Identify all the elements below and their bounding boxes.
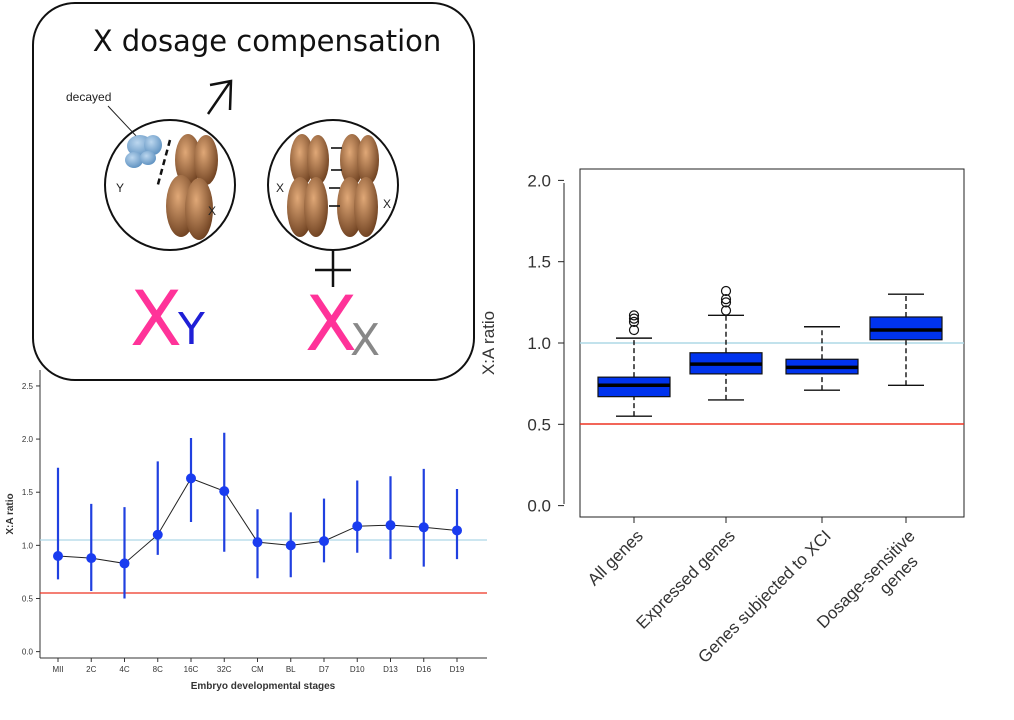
dosage-diagram: X dosage compensation decayed Y X: [32, 2, 475, 381]
data-point: [385, 520, 396, 531]
x-tick-label: Dosage-sensitivegenes: [813, 526, 933, 646]
female-left-x-chromosome-icon: [287, 134, 329, 237]
outlier-point: [720, 293, 732, 305]
x-tick-label: CM: [251, 665, 264, 674]
x-tick-label: 32C: [217, 665, 232, 674]
x-tick-label: 2C: [86, 665, 96, 674]
outlier-point: [628, 324, 640, 336]
y-tick-label: 1.5: [22, 488, 34, 497]
y-tick-label: 0.0: [527, 497, 551, 516]
x-axis-label: Embryo developmental stages: [191, 681, 336, 692]
y-tick-label: 1.5: [527, 253, 551, 272]
outlier-point: [628, 313, 640, 324]
y-tick-label: 1.0: [527, 334, 551, 353]
x-tick-label: MII: [52, 665, 63, 674]
male-x-chromosome-icon: [166, 134, 218, 240]
male-x-letter: X: [208, 204, 216, 218]
x-tick-label: 4C: [119, 665, 129, 674]
female-symbol-icon: [315, 250, 351, 287]
outlier-point: [720, 305, 732, 316]
data-point: [252, 537, 263, 548]
y-tick-label: 0.0: [22, 648, 34, 657]
female-left-x-letter: X: [276, 181, 284, 195]
x-tick-label: BL: [286, 665, 296, 674]
x-tick-label: All genes: [584, 526, 647, 589]
diagram-frame: [32, 2, 475, 381]
data-point: [352, 521, 363, 532]
box-group: [597, 310, 671, 417]
pairing-arrows: [329, 147, 342, 207]
y-tick-label: 2.0: [22, 435, 34, 444]
male-y-letter: Y: [116, 181, 124, 195]
data-point: [152, 529, 163, 540]
male-symbol-icon: [206, 79, 233, 115]
box-group: [689, 285, 763, 401]
female-small-x: X: [350, 315, 380, 366]
female-right-x-letter: X: [383, 197, 391, 211]
stage-ratio-chart: 0.0 0.5 1.0 1.5 2.0 2.5 MII 2C 4C 8C 16C 32C CM BL D7…: [5, 370, 487, 692]
box-group: [785, 326, 859, 391]
x-tick-label: D7: [319, 665, 330, 674]
diagram-title: X dosage compensation: [93, 24, 442, 58]
y-tick-label: 2.0: [527, 171, 551, 190]
data-point: [418, 522, 429, 533]
y-tick-label: 1.0: [22, 541, 34, 550]
y-axis-label: X:A ratio: [479, 311, 498, 375]
decayed-label: decayed: [66, 90, 111, 104]
x-tick-label: 8C: [153, 665, 163, 674]
data-point: [186, 473, 196, 484]
pairing-dashed-line: [155, 139, 172, 189]
y-axis-label: X:A ratio: [5, 493, 16, 534]
data-point: [319, 536, 329, 547]
outlier-point: [628, 310, 640, 321]
data-point: [219, 486, 230, 497]
data-point: [53, 550, 63, 561]
x-tick-label: Expressed genes: [632, 526, 738, 632]
y-tick-label: 2.5: [22, 382, 34, 391]
box-group: [869, 293, 943, 386]
male-big-x: X: [130, 274, 182, 363]
y-tick-label: 0.5: [527, 415, 551, 434]
decayed-y-chromosome-icon: [125, 135, 162, 168]
x-tick-label: 16C: [184, 665, 199, 674]
data-point: [452, 525, 462, 536]
data-point: [119, 558, 130, 569]
male-small-y: Y: [177, 304, 205, 355]
x-tick-label: D16: [416, 665, 431, 674]
y-tick-label: 0.5: [22, 594, 34, 603]
data-point: [86, 553, 97, 564]
female-right-x-chromosome-icon: [337, 134, 379, 237]
decayed-pointer: [107, 105, 139, 139]
female-big-x: X: [305, 279, 357, 368]
outlier-point: [720, 297, 732, 308]
x-tick-label: D13: [383, 665, 398, 674]
outlier-point: [628, 316, 640, 327]
x-tick-label: D19: [450, 665, 465, 674]
data-point: [285, 540, 296, 551]
outlier-point: [720, 285, 732, 297]
x-tick-label: D10: [350, 665, 365, 674]
female-circle: [267, 119, 399, 251]
